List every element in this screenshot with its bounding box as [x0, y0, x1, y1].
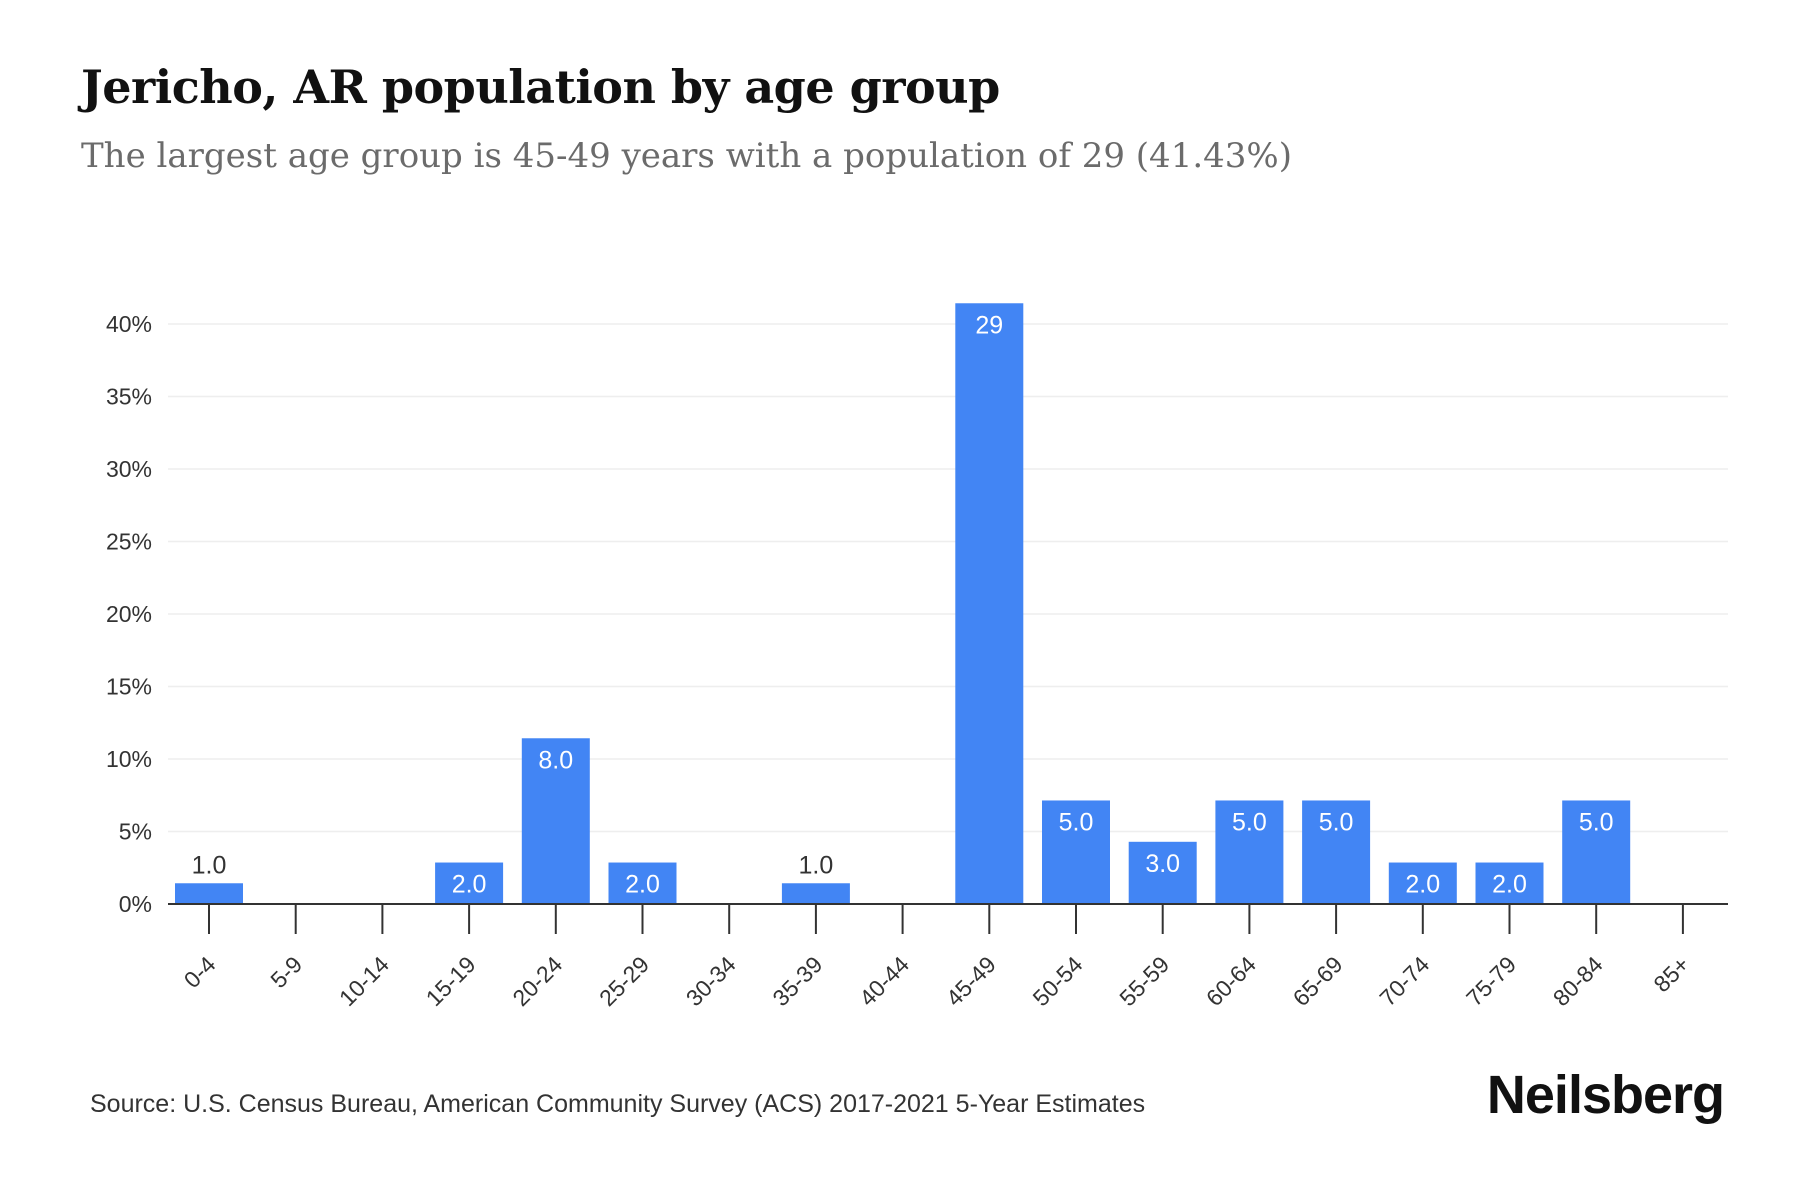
- x-tick-label: 60-64: [1201, 951, 1261, 1011]
- data-label: 8.0: [538, 746, 573, 774]
- data-label: 5.0: [1232, 808, 1267, 836]
- x-tick-label: 55-59: [1114, 951, 1174, 1011]
- x-tick-label: 75-79: [1461, 951, 1521, 1011]
- data-label: 1.0: [192, 851, 227, 879]
- y-tick-label: 0%: [119, 891, 152, 917]
- x-tick-label: 70-74: [1374, 951, 1434, 1011]
- data-label: 2.0: [625, 871, 660, 899]
- y-tick-label: 35%: [106, 384, 152, 410]
- x-tick-label: 5-9: [265, 951, 307, 993]
- x-tick-label: 85+: [1648, 951, 1694, 997]
- data-label: 3.0: [1145, 850, 1180, 878]
- chart-title: Jericho, AR population by age group: [81, 60, 1000, 114]
- x-tick-label: 25-29: [594, 951, 654, 1011]
- bar: [1128, 841, 1197, 904]
- x-tick-label: 50-54: [1028, 951, 1088, 1011]
- data-label: 2.0: [452, 871, 487, 899]
- brand-logo: Neilsberg: [1486, 1065, 1725, 1125]
- bar: [175, 883, 243, 904]
- y-tick-label: 15%: [106, 674, 152, 700]
- data-label: 29: [975, 311, 1003, 339]
- data-label: 2.0: [1405, 871, 1440, 899]
- bar: [435, 862, 504, 904]
- bar: [1388, 862, 1457, 904]
- data-labels: 1.0 2.0 8.0 2.0 1.0 29 5.0 3.0 5.0 5.0 2.0 2.0 5.0: [192, 311, 1614, 898]
- x-tick-label: 15-19: [421, 951, 481, 1011]
- y-tick-label: 40%: [106, 311, 152, 337]
- bar: [1562, 800, 1631, 904]
- bar: [608, 862, 677, 904]
- x-tick-label: 45-49: [941, 951, 1001, 1011]
- bars: [175, 303, 1631, 904]
- y-tick-label: 10%: [106, 746, 152, 772]
- source-note: Source: U.S. Census Bureau, American Com…: [90, 1090, 1146, 1118]
- bar: [1302, 800, 1371, 904]
- bar: [1475, 862, 1544, 904]
- x-tick-label: 0-4: [179, 951, 221, 993]
- bar: [521, 738, 590, 904]
- data-label: 1.0: [799, 851, 834, 879]
- x-tick-label: 30-34: [681, 951, 741, 1011]
- data-label: 5.0: [1059, 808, 1094, 836]
- y-tick-label: 5%: [119, 819, 152, 845]
- grid-lines: [168, 323, 1728, 833]
- x-tick-label: 80-84: [1548, 951, 1608, 1011]
- x-tick-label: 10-14: [334, 951, 394, 1011]
- bar: [955, 303, 1024, 904]
- x-tick-label: 35-39: [767, 951, 827, 1011]
- chart-subtitle: The largest age group is 45-49 years wit…: [81, 136, 1292, 176]
- data-label: 2.0: [1492, 871, 1527, 899]
- data-label: 5.0: [1579, 808, 1614, 836]
- y-axis-ticks: 0% 5% 10% 15% 20% 25% 30% 35% 40%: [106, 311, 152, 917]
- y-tick-label: 30%: [106, 456, 152, 482]
- x-tick-label: 40-44: [854, 951, 914, 1011]
- bar: [1215, 800, 1284, 904]
- bar: [1042, 800, 1110, 904]
- x-axis: [168, 903, 1728, 934]
- bar: [781, 883, 850, 904]
- y-tick-label: 25%: [106, 529, 152, 555]
- data-label: 5.0: [1319, 808, 1354, 836]
- x-tick-label: 20-24: [507, 951, 567, 1011]
- x-tick-label: 65-69: [1288, 951, 1348, 1011]
- y-tick-label: 20%: [106, 601, 152, 627]
- x-axis-categories: 0-4 5-9 10-14 15-19 20-24 25-29 30-34 35-39 40-4…: [179, 951, 1695, 1011]
